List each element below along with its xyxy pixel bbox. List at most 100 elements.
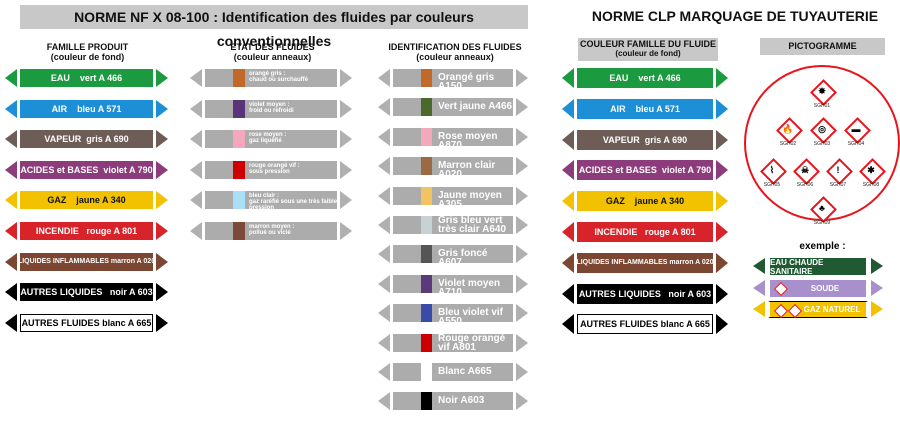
pipe-body: Violet moyen A710 — [393, 274, 513, 297]
pipe-body: Vert jaune A466 — [393, 98, 513, 117]
famille-marker-label: EAU vert A 466 — [50, 73, 123, 83]
color-ring — [233, 191, 245, 209]
clp-marker: INCENDIE rouge A 801 — [562, 222, 728, 242]
left-arrow — [378, 245, 390, 264]
left-arrow — [190, 191, 202, 209]
right-arrow — [156, 160, 168, 179]
left-arrow — [562, 129, 574, 150]
pictogram-code: SGH06 — [796, 182, 814, 188]
hazard-icon: ⌇ — [769, 165, 775, 175]
right-arrow — [340, 99, 352, 118]
ident-marker: Jaune moyen A305 — [378, 186, 528, 209]
left-arrow — [562, 98, 574, 119]
color-ring — [421, 127, 432, 146]
etat-header: ETAT DES FLUIDES (couleur anneaux) — [190, 42, 355, 62]
pictogram-sgh07: ! — [826, 158, 853, 185]
color-ring — [421, 98, 432, 117]
left-arrow — [562, 222, 574, 242]
ident-marker: Gris bleu vert très clair A640 — [378, 215, 528, 235]
etat-marker: rose moyen : gaz liquéfié — [190, 130, 352, 148]
clp-marker: VAPEUR gris A 690 — [562, 129, 728, 150]
hazard-icon: ♣ — [819, 203, 825, 213]
ident-subtitle: (couleur anneaux) — [416, 52, 494, 62]
etat-title: ETAT DES FLUIDES — [230, 42, 315, 52]
famille-marker: ACIDES et BASES violet A 790 — [5, 160, 168, 179]
etat-text: rouge orangé vif : sous pression — [249, 163, 339, 175]
hazard-icon: ! — [836, 165, 840, 175]
clp-marker-label: LIQUIDES INFLAMMABLES marron A 020 — [576, 259, 714, 267]
pictogram-sgh06: ☠ — [793, 158, 820, 185]
right-arrow — [156, 99, 168, 118]
etat-marker: rouge orangé vif : sous pression — [190, 160, 352, 179]
right-arrow — [156, 130, 168, 149]
right-arrow — [340, 221, 352, 240]
clp-marker-label: AUTRES FLUIDES blanc A 665 — [580, 319, 710, 330]
ident-label: Marron clair A020 — [438, 160, 496, 181]
ident-label: Vert jaune A466 — [438, 101, 513, 113]
ident-marker: Orangé gris A150 — [378, 69, 528, 92]
clp-marker: AIR bleu A 571 — [562, 98, 728, 119]
right-arrow — [516, 392, 528, 411]
etat-text: marron moyen : pollué ou vicié — [249, 224, 339, 236]
pictogram-code: SGH02 — [779, 141, 797, 147]
pictogram-sgh01: ✸ — [810, 79, 837, 106]
hazard-icon: ✸ — [818, 86, 826, 96]
famille-marker-label: AUTRES FLUIDES blanc A 665 — [21, 317, 152, 328]
picto-header: PICTOGRAMME — [760, 38, 885, 55]
famille-marker-label: INCENDIE rouge A 801 — [35, 226, 138, 236]
right-arrow — [716, 129, 728, 150]
etat-line1: rouge orangé vif : — [249, 162, 300, 169]
color-ring — [421, 333, 432, 352]
etat-text: bleu clair : gaz raréfié sous une très fa… — [249, 193, 339, 211]
pipe-body: marron moyen : pollué ou vicié — [205, 221, 339, 240]
pictogram-code: SGH04 — [847, 141, 865, 147]
pipe-body: Orangé gris A150 — [393, 69, 513, 92]
pipe-body: GAZ jaune A 340 — [20, 191, 153, 210]
etat-text: violet moyen : froid ou refroidi — [249, 102, 339, 114]
pipe-body: EAU vert A 466 — [577, 68, 713, 88]
pipe-body: ACIDES et BASES violet A 790 — [577, 160, 713, 181]
example-label: GAZ NATUREL — [803, 305, 861, 314]
pipe-body: AUTRES FLUIDES blanc A 665 — [20, 313, 153, 332]
example-label: SOUDE — [810, 283, 840, 293]
left-arrow — [5, 69, 17, 87]
right-arrow — [516, 363, 528, 381]
ident-marker: Rouge orangé vif A801 — [378, 333, 528, 352]
famille-marker-label: GAZ jaune A 340 — [47, 195, 126, 206]
ident-label: Orangé gris A150 — [438, 72, 495, 92]
left-arrow — [5, 191, 17, 210]
clp-title: NORME CLP MARQUAGE DE TUYAUTERIE — [591, 8, 879, 24]
left-arrow — [378, 127, 390, 146]
clp-col-subtitle: (couleur de fond) — [615, 49, 681, 58]
right-arrow — [156, 283, 168, 302]
pipe-body: Bleu violet vif A550 — [393, 304, 513, 327]
right-arrow — [716, 314, 728, 335]
ident-marker: Violet moyen A710 — [378, 274, 528, 297]
left-arrow — [378, 69, 390, 87]
pipe-body: violet moyen : froid ou refroidi — [205, 99, 339, 118]
famille-marker-label: AUTRES LIQUIDES noir A 603 — [20, 287, 153, 298]
example-marker: GAZ NATUREL — [753, 301, 883, 319]
clp-marker: LIQUIDES INFLAMMABLES marron A 020 — [562, 252, 728, 273]
pipe-body: rouge orangé vif : sous pression — [205, 160, 339, 179]
etat-line1: rose moyen : — [249, 132, 287, 138]
ident-marker: Marron clair A020 — [378, 157, 528, 180]
famille-marker: INCENDIE rouge A 801 — [5, 222, 168, 240]
ident-label: Gris bleu vert très clair A640 — [438, 215, 507, 235]
left-arrow — [378, 186, 390, 205]
left-arrow — [378, 333, 390, 352]
pipe-body: AUTRES FLUIDES blanc A 665 — [577, 314, 713, 335]
famille-subtitle: (couleur de fond) — [50, 52, 125, 62]
ident-marker: Gris foncé A607 — [378, 245, 528, 268]
left-arrow — [378, 363, 390, 381]
left-arrow — [562, 160, 574, 181]
left-arrow — [190, 99, 202, 118]
right-arrow — [156, 252, 168, 271]
clp-marker-label: INCENDIE rouge A 801 — [594, 227, 696, 237]
left-arrow — [378, 98, 390, 117]
pipe-body: GAZ jaune A 340 — [577, 191, 713, 212]
right-arrow — [716, 283, 728, 304]
pipe-body: GAZ NATUREL — [768, 301, 868, 319]
etat-line1: bleu clair : — [249, 193, 280, 199]
example-label: exemple : — [799, 241, 846, 252]
